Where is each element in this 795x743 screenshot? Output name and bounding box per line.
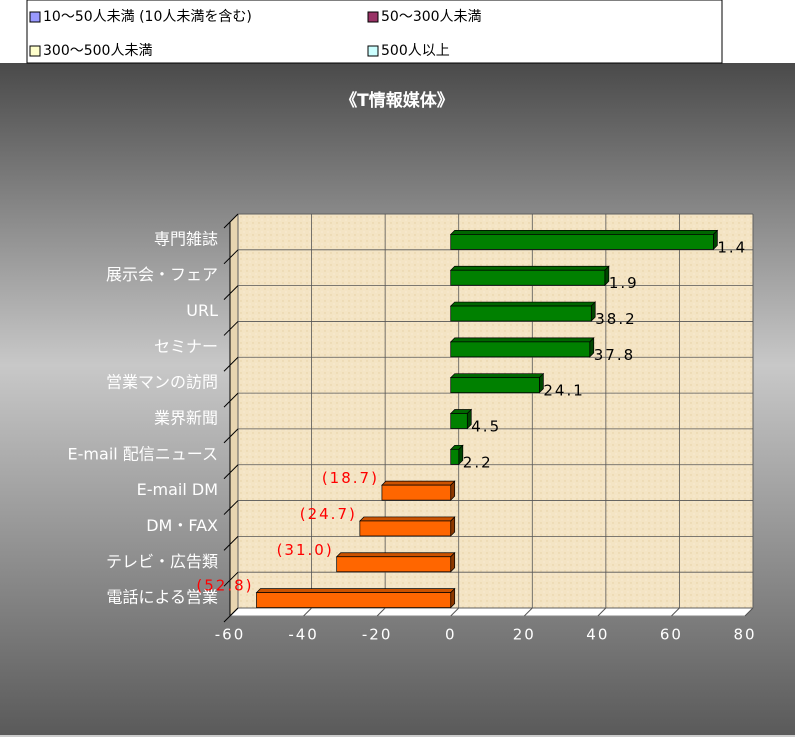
bar xyxy=(450,305,592,322)
y-tick-label: E-mail DM xyxy=(137,480,218,499)
bar-top xyxy=(449,265,610,271)
tick-mark xyxy=(671,607,680,617)
x-tick-label: 20 xyxy=(513,626,536,644)
bar-top xyxy=(449,337,595,343)
tick-mark xyxy=(223,571,239,587)
tick-mark xyxy=(223,321,239,336)
data-label: (31.0) xyxy=(277,541,334,559)
bar xyxy=(450,269,606,286)
legend-label: 10～50人未満 (10人未満を含む) xyxy=(43,9,252,25)
legend-swatch xyxy=(29,11,41,23)
legend-label: 50～300人未満 xyxy=(381,9,482,25)
bar-top xyxy=(449,301,597,307)
plot-floor xyxy=(228,607,755,617)
data-label: 1.9 xyxy=(609,274,639,292)
data-label: 2.2 xyxy=(463,453,493,471)
data-label: 24.1 xyxy=(543,382,584,400)
data-label: 38.2 xyxy=(595,310,636,328)
bar xyxy=(450,377,540,394)
bar xyxy=(450,234,714,250)
y-tick-label: セミナー xyxy=(154,337,218,356)
x-tick-label: -40 xyxy=(288,626,319,644)
legend-swatch xyxy=(29,45,41,57)
y-tick-label: DM・FAX xyxy=(146,516,218,535)
plot-side xyxy=(229,212,239,618)
tick-mark xyxy=(303,607,312,617)
x-tick-label: 40 xyxy=(586,626,609,644)
tick-mark xyxy=(523,607,533,617)
y-tick-label: 専門雑誌 xyxy=(154,229,218,248)
y-tick-label: 営業マンの訪問 xyxy=(106,373,218,392)
tick-mark xyxy=(597,607,607,617)
bar xyxy=(336,556,452,573)
x-tick-label: 0 xyxy=(445,626,457,644)
data-label: 4.5 xyxy=(471,418,501,436)
x-tick-label: -60 xyxy=(215,626,246,644)
x-tick-label: 80 xyxy=(733,626,756,644)
tick-mark xyxy=(223,536,239,551)
legend-swatch xyxy=(367,11,379,23)
legend-swatch xyxy=(367,45,379,57)
bar-top xyxy=(335,552,456,558)
bar-top xyxy=(449,373,545,379)
chart-title: 《T情報媒体》 xyxy=(340,90,454,111)
tick-mark xyxy=(223,285,239,300)
tick-mark xyxy=(223,428,239,444)
bar xyxy=(450,448,460,465)
data-label: 37.8 xyxy=(594,346,635,364)
tick-mark xyxy=(223,392,239,408)
bar-top xyxy=(449,230,719,235)
y-tick-label: テレビ・広告類 xyxy=(106,552,218,571)
data-label: 1.4 xyxy=(717,238,747,256)
tick-mark xyxy=(223,607,239,623)
data-label: (18.7) xyxy=(322,469,379,487)
tick-mark xyxy=(223,356,239,372)
tick-mark xyxy=(223,249,239,265)
data-label: (52.8) xyxy=(196,577,253,595)
legend-label: 500人以上 xyxy=(381,43,450,59)
tick-mark xyxy=(223,213,239,229)
y-tick-label: URL xyxy=(186,301,218,320)
tick-mark xyxy=(450,607,460,617)
y-tick-label: 業界新聞 xyxy=(154,409,218,428)
y-tick-label: 電話による営業 xyxy=(106,588,218,607)
bar xyxy=(359,520,452,537)
tick-mark xyxy=(223,464,239,480)
tick-mark xyxy=(223,500,239,515)
x-tick-label: 60 xyxy=(660,626,683,644)
data-label: (24.7) xyxy=(300,505,357,523)
x-tick-label: -20 xyxy=(362,626,393,644)
bar xyxy=(256,592,452,608)
bar xyxy=(381,484,452,501)
bar-top xyxy=(381,480,456,486)
legend-label: 300～500人未満 xyxy=(43,43,152,59)
bar-top xyxy=(255,588,456,593)
bar xyxy=(450,413,468,429)
y-tick-label: 展示会・フェア xyxy=(106,265,218,284)
y-tick-label: E-mail 配信ニュース xyxy=(68,444,218,463)
bar xyxy=(450,341,591,358)
tick-mark xyxy=(376,607,386,617)
bar-top xyxy=(359,516,456,522)
tick-mark xyxy=(744,607,754,617)
